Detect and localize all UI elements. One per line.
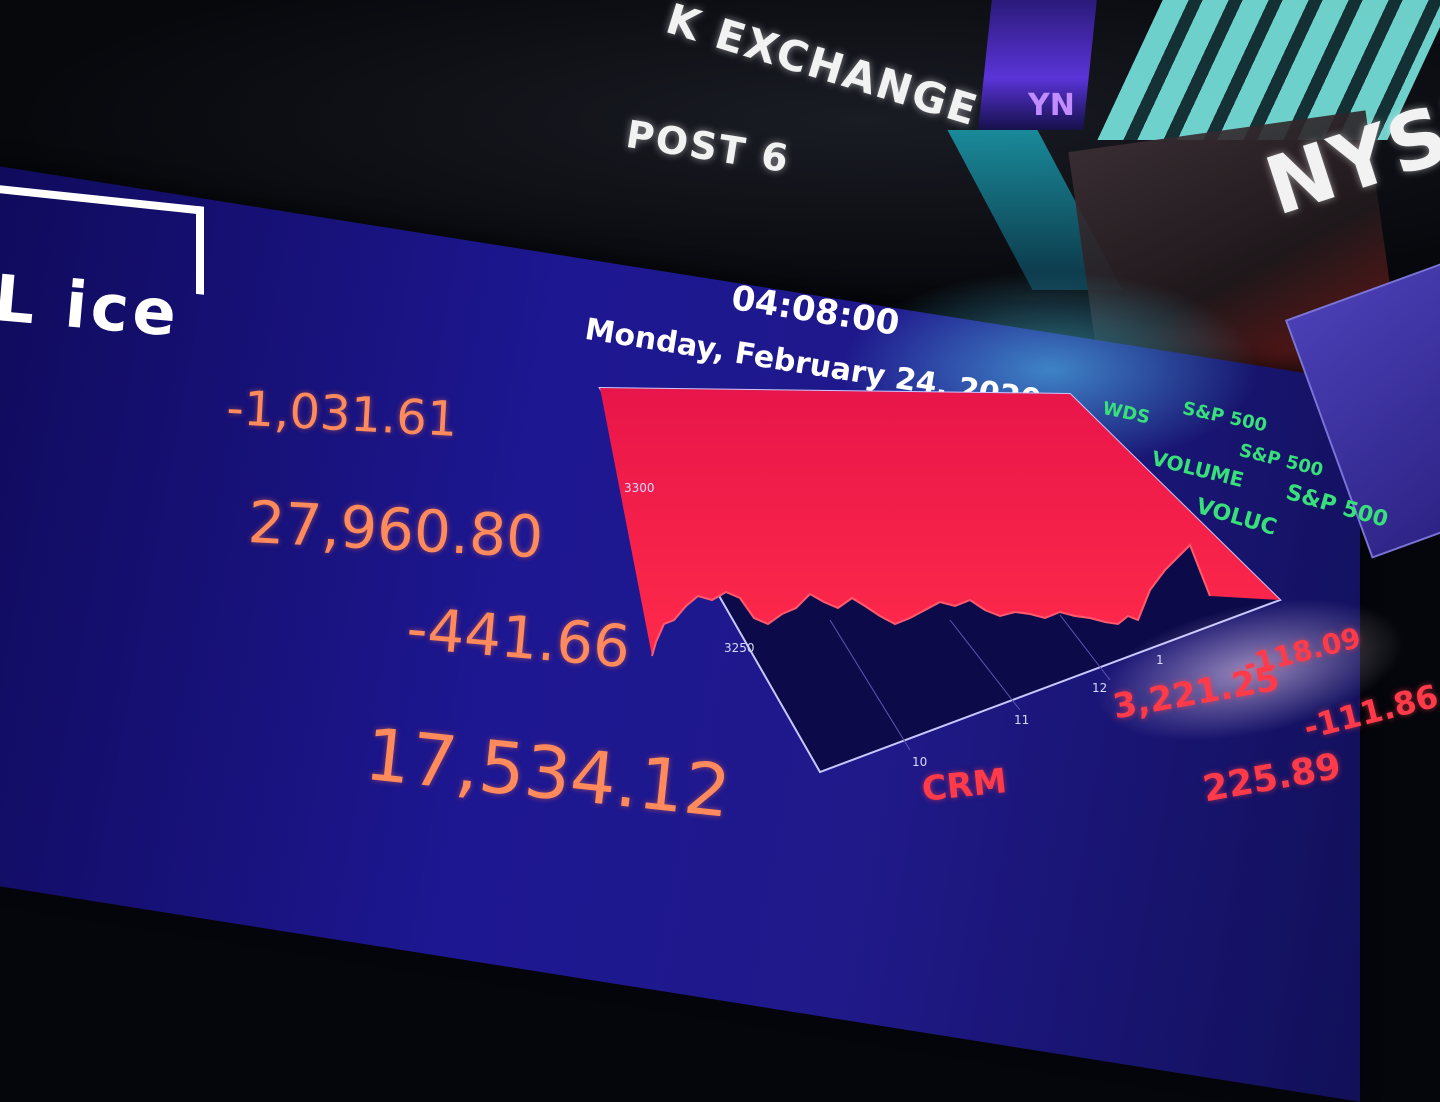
chart-y-tick: 3300 — [624, 481, 655, 495]
chart-line — [651, 543, 1211, 657]
ice-logo: L ice — [0, 262, 184, 352]
chart-gridline — [829, 619, 911, 751]
chart-gridline — [949, 619, 1021, 711]
chart-y-tick: 3250 — [724, 641, 755, 655]
chart-x-tick: 11 — [1014, 713, 1029, 727]
chart-area-fill — [600, 388, 1280, 656]
chart-x-tick: 10 — [912, 755, 927, 769]
intraday-chart: 3300 3250 10 11 12 1 — [598, 386, 1282, 774]
purple-sign-text: YN — [1028, 88, 1075, 123]
